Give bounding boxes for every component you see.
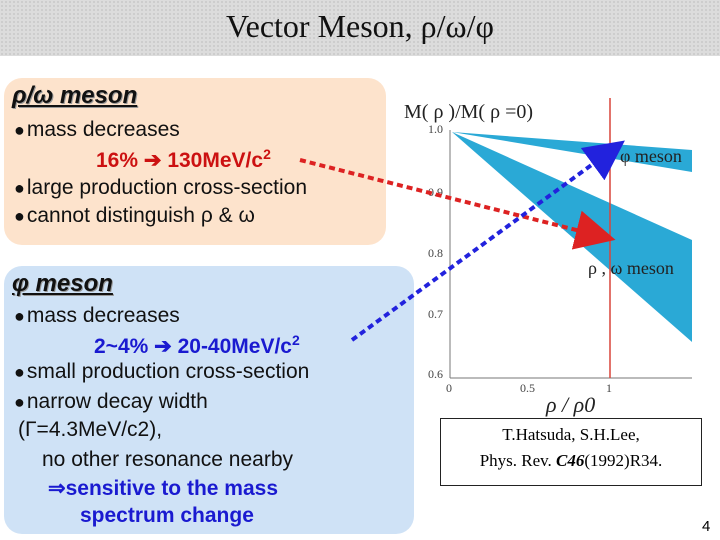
arrow-right-icon: ➔	[154, 335, 172, 358]
plot-ylabel: M( ρ )/M( ρ =0)	[404, 101, 533, 123]
phi-bullet-2: ●small production cross-section	[14, 360, 310, 383]
phi-box	[4, 266, 414, 534]
y-tick: 0.7	[428, 307, 443, 321]
phi-width-note: (Γ=4.3MeV/c2),	[18, 418, 163, 441]
phi-arrow	[350, 140, 625, 342]
citation-box: T.Hatsuda, S.H.Lee, Phys. Rev. C46(1992)…	[440, 418, 702, 486]
plot-xlabel: ρ / ρ0	[545, 392, 595, 417]
rho-bullet-1: ●mass decreases	[14, 118, 180, 141]
phi-mass-shift: 2~4% ➔ 20-40MeV/c2	[94, 332, 300, 358]
slide-title: Vector Meson, ρ/ω/φ	[226, 8, 494, 44]
rho-arrow	[299, 158, 616, 250]
phi-conclusion-1: ⇒sensitive to the mass	[48, 477, 279, 500]
phi-band-label: φ meson	[620, 146, 682, 166]
x-tick: 0.5	[520, 381, 535, 395]
citation-line-2: Phys. Rev. C46(1992)R34.	[479, 451, 663, 470]
rho-omega-band-label: ρ , ω meson	[588, 258, 674, 278]
arrow-right-icon: ➔	[143, 149, 162, 172]
y-tick: 0.8	[428, 246, 443, 260]
phi-conclusion-2: spectrum change	[80, 504, 254, 527]
y-tick: 1.0	[428, 122, 443, 136]
phi-resonance-note: no other resonance nearby	[42, 448, 294, 471]
x-tick: 1	[606, 381, 612, 395]
phi-band	[452, 132, 692, 172]
phi-bullet-3: ●narrow decay width	[14, 390, 208, 413]
rho-omega-heading: ρ/ω meson	[12, 82, 138, 109]
rho-mass-shift: 16% ➔ 130MeV/c2	[96, 146, 271, 172]
rho-bullet-2: ●large production cross-section	[14, 176, 308, 199]
y-tick: 0.6	[428, 367, 443, 381]
title-bar	[0, 0, 720, 56]
page-number: 4	[702, 518, 711, 535]
x-tick: 0	[446, 381, 452, 395]
rho-omega-box	[4, 78, 386, 245]
rho-bullet-3: ●cannot distinguish ρ & ω	[14, 204, 255, 227]
citation-line-1: T.Hatsuda, S.H.Lee,	[502, 425, 640, 444]
phi-heading: φ meson	[12, 270, 113, 297]
phi-bullet-1: ●mass decreases	[14, 304, 180, 327]
